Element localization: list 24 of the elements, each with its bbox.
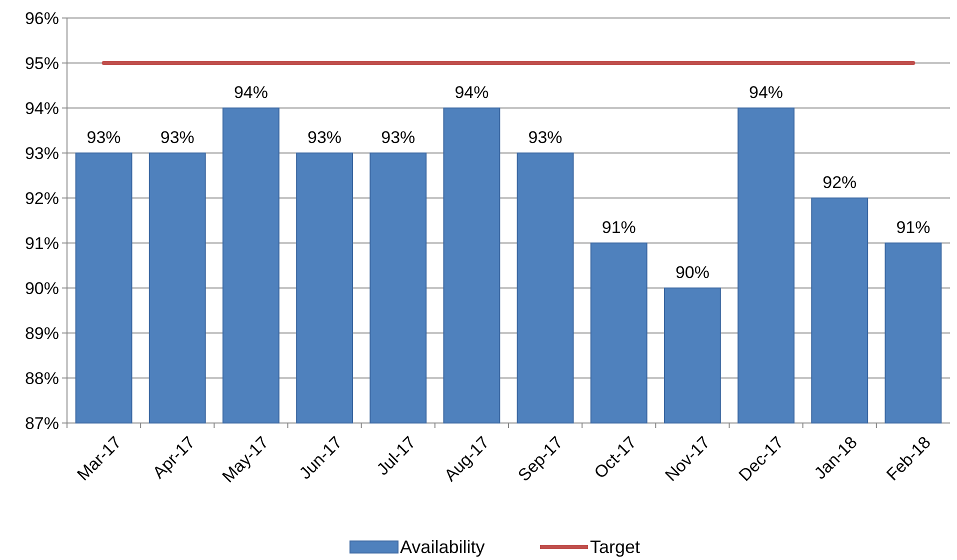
data-label: 93% [86, 128, 121, 147]
y-tick-label: 91% [24, 234, 59, 253]
data-label: 94% [234, 83, 268, 102]
legend-label: Availability [400, 537, 485, 557]
data-label: 91% [602, 218, 636, 237]
y-tick-label: 87% [24, 414, 59, 433]
data-label: 93% [160, 128, 194, 147]
data-label: 94% [749, 83, 784, 102]
legend-label: Target [590, 537, 640, 557]
data-label: 92% [822, 173, 857, 192]
y-tick-label: 95% [24, 54, 59, 73]
data-label: 91% [896, 218, 930, 237]
data-label: 93% [308, 128, 342, 147]
y-tick-label: 89% [24, 324, 59, 343]
y-tick-label: 90% [24, 278, 59, 298]
y-tick-label: 96% [24, 8, 59, 28]
data-label: 90% [675, 263, 710, 282]
data-label: 94% [454, 83, 489, 102]
y-tick-label: 88% [24, 368, 59, 388]
y-tick-label: 92% [24, 188, 59, 208]
y-tick-label: 94% [24, 98, 59, 118]
y-tick-label: 93% [24, 144, 59, 163]
data-label: 93% [381, 128, 416, 147]
data-label: 93% [528, 128, 562, 147]
